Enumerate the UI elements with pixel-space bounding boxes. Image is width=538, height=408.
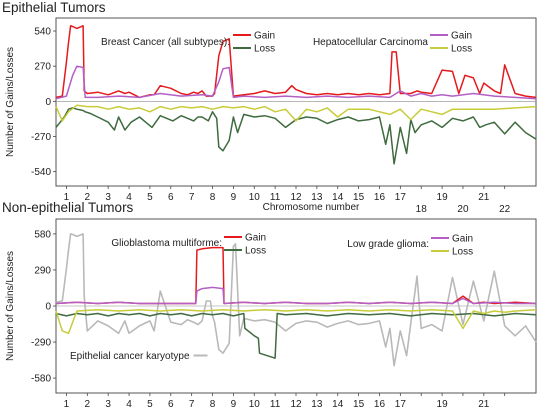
series-line-2 [55,312,537,359]
series-line-0 [55,25,537,99]
y-tick-label: 540 [34,27,51,38]
legend-group-label: Low grade glioma: [347,239,429,250]
legend-loss-label: Loss [245,246,266,257]
y-tick-label: 0 [45,302,51,313]
y-tick-label: -270 [31,132,51,143]
chromosome-label: 5 [147,192,153,203]
series-line-1 [55,107,537,165]
series-line-3 [55,104,537,122]
series-line-3 [55,286,536,305]
chromosome-label: 3 [105,192,111,203]
chromosome-label: 20 [457,204,469,215]
x-axis-label: Chromosome number [263,202,360,213]
epithelial-panel: Epithelial Tumors 540 270 0 -270 -540 Number o… [2,0,537,215]
chromosome-label: 11 [270,192,281,203]
chromosome-label: 10 [249,192,261,203]
series-line-4 [55,308,537,335]
chromosome-label: 13 [311,192,323,203]
chromosome-label: 15 [353,192,365,203]
chromosome-label: 19 [437,399,449,408]
chromosome-label: 15 [353,399,365,408]
y-axis-label: Number of Gains/Losses [5,47,16,157]
chromosome-label: 7 [189,192,195,203]
chromosome-label: 19 [437,192,449,203]
chromosome-label: 16 [374,192,386,203]
chromosome-label: 22 [499,204,511,215]
legend-loss-label: Loss [452,247,473,258]
legend-group-label: Glioblastoma multiforme: [111,238,222,249]
chromosome-label: 21 [478,399,490,408]
y-tick-label: 0 [45,97,51,108]
chromosome-label: 7 [189,399,195,408]
chromosome-label: 2 [85,399,91,408]
legend-group-label: Breast Cancer (all subtypes): [101,37,230,48]
series-line-0 [55,233,537,367]
chromosome-label: 10 [249,399,261,408]
y-tick-label: 270 [34,62,51,73]
y-axis-label: Number of Gains/Losses [5,251,16,361]
chromosome-label: 12 [290,399,302,408]
y-tick-label: 580 [34,229,51,240]
legend-gain-label: Gain [245,233,266,244]
chromosome-label: 8 [210,192,216,203]
karyotype-legend-label: Epithelial cancer karyotype [70,351,190,362]
chromosome-label: 21 [478,192,490,203]
panel-title: Epithelial Tumors [2,0,106,15]
non-epithelial-panel: Non-epithelial Tumors 580 290 0 -290 -580 Numb… [2,200,537,408]
chromosome-label: 5 [147,399,153,408]
y-tick-label: -290 [31,338,51,349]
legend-loss-label: Loss [254,44,275,55]
y-tick-label: -540 [31,167,51,178]
chromosome-label: 16 [374,399,386,408]
chromosome-label: 14 [332,192,344,203]
legend-loss-label: Loss [451,44,472,55]
chromosome-label: 14 [332,399,344,408]
legend-gain-label: Gain [451,31,472,42]
chromosome-label: 17 [395,192,407,203]
y-tick-label: 290 [34,265,51,276]
chromosome-label: 13 [311,399,323,408]
legend-group-label: Hepatocellular Carcinoma [313,37,428,48]
chromosome-label: 4 [126,192,132,203]
y-tick-label: -580 [31,374,51,385]
chromosome-label: 18 [416,204,428,215]
chromosome-label: 9 [231,192,237,203]
chromosome-label: 17 [395,399,407,408]
chromosome-label: 9 [231,399,237,408]
chromosome-label: 6 [168,399,174,408]
legend-gain-label: Gain [254,31,275,42]
chromosome-label: 1 [64,192,70,203]
chromosome-label: 4 [126,399,132,408]
chromosome-label: 3 [105,399,111,408]
chromosome-label: 6 [168,192,174,203]
chromosome-label: 12 [290,192,302,203]
legend-gain-label: Gain [452,234,473,245]
chromosome-label: 11 [270,399,281,408]
chromosome-label: 2 [85,192,91,203]
chromosome-label: 1 [64,399,70,408]
chromosome-label: 8 [210,399,216,408]
series-line-2 [55,65,537,100]
panel-title: Non-epithelial Tumors [2,200,134,215]
